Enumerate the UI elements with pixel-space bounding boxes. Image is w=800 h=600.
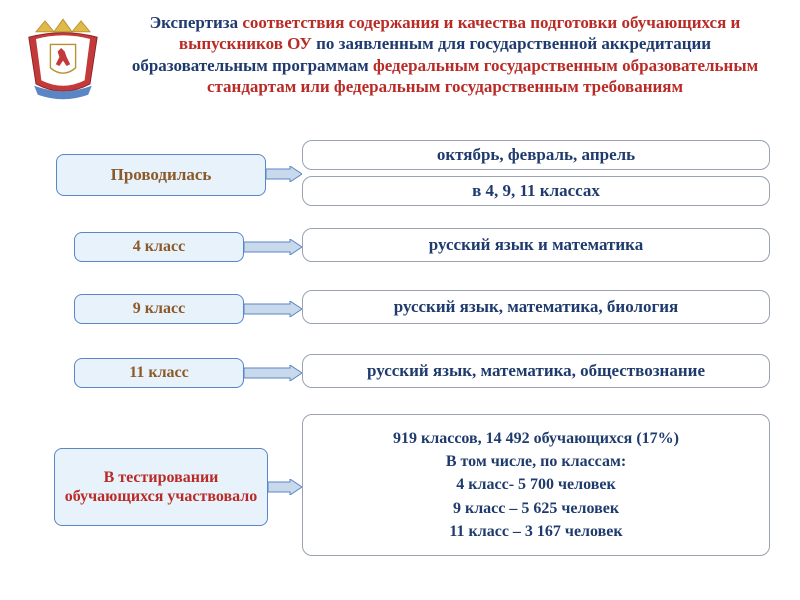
arrow-a2 xyxy=(244,239,302,255)
right-box-r4: русский язык, математика, обществознание xyxy=(302,354,770,388)
left-box-provodilas: Проводилась xyxy=(56,154,266,196)
slide-title: Экспертиза соответствия содержания и кач… xyxy=(110,12,780,97)
right-box-line: В том числе, по классам: xyxy=(446,450,626,473)
right-box-line: октябрь, февраль, апрель xyxy=(437,143,635,168)
right-box-r3: русский язык, математика, биология xyxy=(302,290,770,324)
right-box-line: 11 класс – 3 167 человек xyxy=(449,520,622,543)
left-box-klass4: 4 класс xyxy=(74,232,244,262)
right-box-line: 919 классов, 14 492 обучающихся (17%) xyxy=(393,427,679,450)
right-box-line: русский язык, математика, биология xyxy=(394,295,678,320)
right-box-line: русский язык, математика, обществознание xyxy=(367,359,705,384)
right-box-r2: русский язык и математика xyxy=(302,228,770,262)
right-box-line: 9 класс – 5 625 человек xyxy=(453,497,619,520)
arrow-a3 xyxy=(244,301,302,317)
right-box-line: 4 класс- 5 700 человек xyxy=(456,473,615,496)
region-emblem xyxy=(18,12,108,102)
left-box-test: В тестировании обучающихся участвовало xyxy=(54,448,268,526)
right-box-line: в 4, 9, 11 классах xyxy=(472,179,600,204)
right-box-r1a: октябрь, февраль, апрель xyxy=(302,140,770,170)
right-box-line: русский язык и математика xyxy=(429,233,643,258)
left-box-klass11: 11 класс xyxy=(74,358,244,388)
right-box-r5: 919 классов, 14 492 обучающихся (17%)В т… xyxy=(302,414,770,556)
arrow-a1 xyxy=(266,166,302,182)
right-box-r1b: в 4, 9, 11 классах xyxy=(302,176,770,206)
arrow-a5 xyxy=(268,479,302,495)
left-box-klass9: 9 класс xyxy=(74,294,244,324)
title-segment: Экспертиза xyxy=(150,13,243,32)
arrow-a4 xyxy=(244,365,302,381)
